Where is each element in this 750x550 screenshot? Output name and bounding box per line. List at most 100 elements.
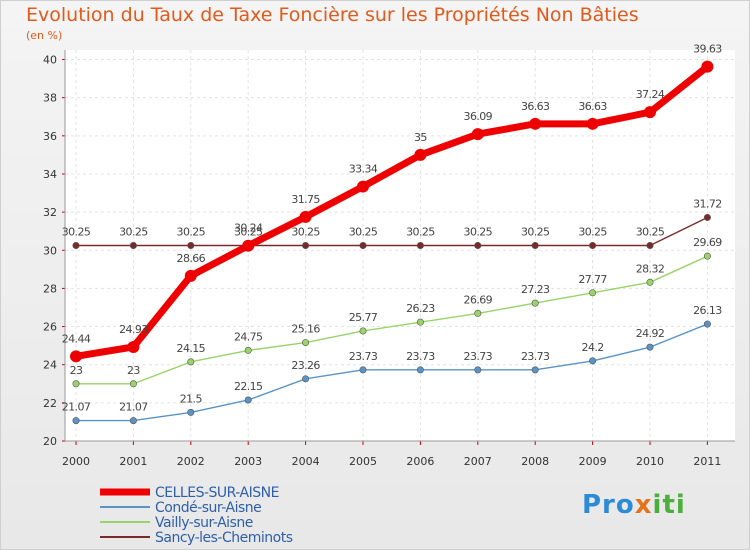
data-point	[302, 339, 310, 347]
data-label: 24.44	[62, 332, 91, 345]
data-label: 30.25	[464, 226, 493, 239]
x-tick-label: 2011	[693, 455, 721, 468]
data-label: 23.73	[464, 350, 493, 363]
data-label: 26.23	[406, 302, 435, 315]
y-tick-label: 28	[43, 282, 57, 295]
data-point	[529, 117, 542, 130]
data-label: 30.25	[521, 226, 550, 239]
series-line	[75, 323, 709, 422]
data-point	[586, 117, 599, 130]
data-label: 37.24	[636, 88, 665, 101]
data-label: 23.73	[521, 350, 550, 363]
data-point	[589, 357, 597, 365]
x-tick-label: 2000	[62, 455, 90, 468]
data-label: 30.25	[578, 226, 607, 239]
x-tick-label: 2002	[177, 455, 205, 468]
y-tick-label: 24	[43, 359, 57, 372]
data-point	[359, 327, 367, 335]
data-point	[703, 320, 711, 328]
data-point	[701, 60, 714, 73]
data-point	[646, 278, 654, 286]
y-tick-label: 38	[43, 92, 57, 105]
x-tick-label: 2010	[636, 455, 664, 468]
data-label: 31.72	[693, 197, 722, 210]
y-tick-label: 26	[43, 321, 57, 334]
data-point	[531, 299, 539, 307]
data-label: 27.77	[578, 273, 607, 286]
y-tick-label: 40	[43, 54, 57, 67]
data-label: 21.07	[119, 401, 148, 414]
data-label: 30.24	[234, 222, 263, 235]
data-point	[184, 269, 197, 282]
data-label: 30.25	[62, 226, 91, 239]
x-tick-label: 2004	[292, 455, 320, 468]
data-label: 23.73	[349, 350, 378, 363]
data-label: 23.26	[291, 359, 320, 372]
data-label: 24.15	[177, 342, 206, 355]
data-point	[474, 309, 482, 317]
data-label: 30.25	[349, 226, 378, 239]
data-point	[187, 408, 195, 416]
data-point	[72, 242, 80, 250]
data-point	[129, 417, 137, 425]
y-tick-label: 30	[43, 244, 57, 257]
data-point	[416, 318, 424, 326]
data-point	[646, 242, 654, 250]
data-label: 36.63	[521, 100, 550, 113]
data-point	[244, 346, 252, 354]
data-point	[187, 242, 195, 250]
data-point	[703, 252, 711, 260]
data-point	[589, 289, 597, 297]
data-label: 26.13	[693, 304, 722, 317]
data-label: 24.93	[119, 323, 148, 336]
chart-title: Evolution du Taux de Taxe Foncière sur l…	[26, 4, 639, 26]
data-label: 30.25	[291, 226, 320, 239]
y-tick-label: 22	[43, 397, 57, 410]
x-tick-label: 2007	[464, 455, 492, 468]
data-point	[416, 366, 424, 374]
chart-subtitle: (en %)	[26, 29, 63, 42]
x-tick-label: 2001	[119, 455, 147, 468]
data-label: 27.23	[521, 283, 550, 296]
data-label: 24.92	[636, 327, 665, 340]
data-point	[531, 366, 539, 374]
y-tick-label: 36	[43, 130, 57, 143]
data-label: 28.32	[636, 262, 665, 275]
data-point	[646, 343, 654, 351]
series-line	[75, 216, 709, 247]
data-point	[72, 417, 80, 425]
data-label: 23	[70, 364, 83, 377]
data-label: 39.63	[693, 43, 722, 56]
legend-label: CELLES-SUR-AISNE	[155, 485, 279, 501]
data-point	[187, 358, 195, 366]
series-line	[75, 255, 709, 385]
data-label: 23.73	[406, 350, 435, 363]
data-point	[474, 366, 482, 374]
data-point	[416, 242, 424, 250]
data-point	[359, 366, 367, 374]
data-point	[703, 213, 711, 221]
x-tick-label: 2008	[521, 455, 549, 468]
data-label: 25.16	[291, 323, 320, 336]
data-label: 36.09	[464, 110, 493, 123]
data-label: 24.75	[234, 330, 263, 343]
data-label: 28.66	[177, 252, 206, 265]
data-label: 26.69	[464, 293, 493, 306]
series-line	[72, 63, 711, 360]
legend-label: Sancy-les-Cheminots	[155, 530, 293, 546]
data-point	[72, 380, 80, 388]
data-point	[302, 242, 310, 250]
data-point	[129, 242, 137, 250]
data-point	[302, 375, 310, 383]
data-point	[357, 180, 369, 193]
data-point	[414, 148, 427, 161]
data-label: 25.77	[349, 311, 378, 324]
data-point	[299, 210, 312, 223]
logo-part-2: x	[634, 490, 653, 520]
y-tick-label: 32	[43, 206, 57, 219]
proxiti-logo: Proxiti	[582, 490, 686, 520]
data-label: 36.63	[578, 100, 607, 113]
x-tick-label: 2009	[579, 455, 607, 468]
x-tick-label: 2006	[406, 455, 434, 468]
data-label: 21.07	[62, 401, 91, 414]
